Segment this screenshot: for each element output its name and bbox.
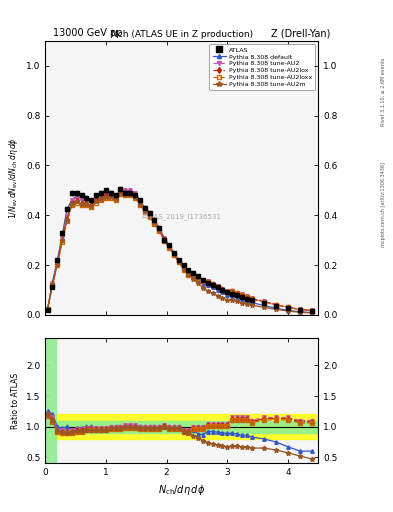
Text: ATLAS_2019_I1736531: ATLAS_2019_I1736531 [142,213,222,220]
X-axis label: $N_{\mathrm{ch}}/d\eta\,d\phi$: $N_{\mathrm{ch}}/d\eta\,d\phi$ [158,483,206,497]
Legend: ATLAS, Pythia 8.308 default, Pythia 8.308 tune-AU2, Pythia 8.308 tune-AU2lox, Py: ATLAS, Pythia 8.308 default, Pythia 8.30… [209,44,315,91]
Text: mcplots.cern.ch [arXiv:1306.3436]: mcplots.cern.ch [arXiv:1306.3436] [381,162,386,247]
Y-axis label: $1/N_{\mathrm{ev}}\,dN_{\mathrm{ev}}/dN_{\mathrm{ch}}\,d\eta\,d\phi$: $1/N_{\mathrm{ev}}\,dN_{\mathrm{ev}}/dN_… [7,137,20,219]
Bar [45,420,318,433]
Title: Nch (ATLAS UE in Z production): Nch (ATLAS UE in Z production) [111,30,253,39]
Y-axis label: Ratio to ATLAS: Ratio to ATLAS [11,373,20,429]
Text: Z (Drell-Yan): Z (Drell-Yan) [271,28,330,38]
Text: Rivet 3.1.10, ≥ 2.6M events: Rivet 3.1.10, ≥ 2.6M events [381,58,386,126]
Bar [45,414,318,439]
Text: 13000 GeV pp: 13000 GeV pp [53,28,123,38]
